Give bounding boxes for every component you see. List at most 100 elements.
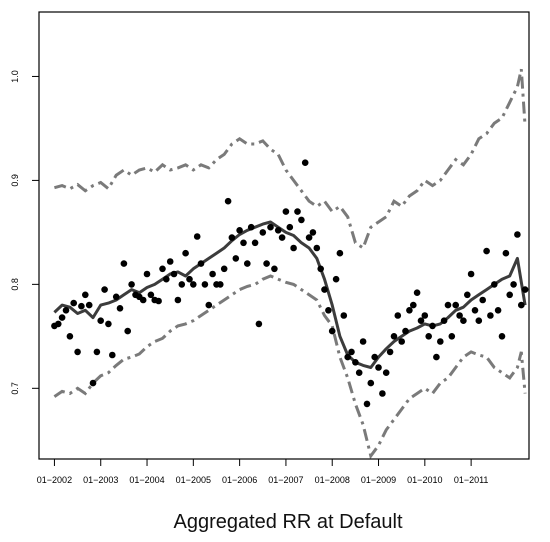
y-tick-label: 1.0 bbox=[10, 70, 20, 83]
data-point bbox=[182, 249, 189, 257]
data-point bbox=[294, 208, 301, 215]
data-point bbox=[402, 327, 409, 335]
data-point bbox=[301, 159, 309, 166]
x-tick-label: 01−2004 bbox=[129, 475, 164, 485]
data-point bbox=[367, 379, 375, 387]
data-point bbox=[514, 231, 521, 238]
data-point bbox=[467, 270, 475, 278]
data-point bbox=[201, 281, 209, 288]
data-point bbox=[116, 305, 124, 312]
data-point bbox=[460, 317, 467, 325]
data-point bbox=[371, 353, 379, 361]
data-point bbox=[232, 255, 240, 262]
data-point bbox=[120, 260, 128, 267]
data-point bbox=[174, 296, 182, 304]
x-tick-label: 01−2005 bbox=[176, 475, 211, 485]
data-point bbox=[313, 244, 321, 252]
data-point bbox=[205, 301, 213, 309]
data-point bbox=[410, 301, 417, 309]
data-points bbox=[51, 159, 529, 408]
y-tick-label: 0.7 bbox=[10, 382, 20, 395]
data-point bbox=[340, 312, 348, 319]
data-point bbox=[386, 348, 394, 356]
data-point bbox=[483, 247, 490, 255]
data-point bbox=[263, 260, 270, 267]
data-point bbox=[325, 307, 332, 314]
data-point bbox=[70, 299, 77, 307]
data-point bbox=[255, 320, 263, 328]
data-point bbox=[417, 317, 425, 325]
data-point bbox=[112, 293, 120, 301]
data-point bbox=[390, 333, 398, 340]
data-point bbox=[109, 351, 116, 359]
data-point bbox=[97, 317, 104, 325]
data-point bbox=[444, 301, 452, 309]
data-point bbox=[58, 314, 66, 321]
data-point bbox=[521, 286, 529, 293]
data-point bbox=[510, 281, 517, 288]
data-point bbox=[220, 265, 228, 273]
data-point bbox=[375, 364, 382, 371]
data-point bbox=[78, 302, 85, 310]
x-tick-label: 01−2010 bbox=[407, 475, 442, 485]
data-point bbox=[82, 291, 89, 299]
data-point bbox=[259, 229, 267, 236]
data-point bbox=[332, 275, 340, 283]
data-point bbox=[147, 291, 155, 299]
data-point bbox=[328, 327, 336, 335]
upper-band-line bbox=[54, 68, 527, 251]
data-point bbox=[128, 281, 135, 288]
x-tick-label: 01−2006 bbox=[222, 475, 257, 485]
data-point bbox=[429, 322, 436, 330]
data-point bbox=[440, 317, 448, 325]
data-point bbox=[502, 249, 510, 257]
data-point bbox=[290, 244, 297, 252]
lower-band-line bbox=[53, 274, 527, 460]
data-point bbox=[274, 227, 282, 234]
data-point bbox=[382, 369, 390, 377]
x-tick-label: 01−2011 bbox=[454, 475, 489, 485]
data-point bbox=[66, 333, 74, 340]
data-point bbox=[363, 400, 371, 408]
data-point bbox=[62, 307, 70, 314]
y-tick-label: 0.8 bbox=[10, 278, 20, 291]
data-point bbox=[464, 291, 471, 299]
data-point bbox=[379, 390, 386, 397]
data-point bbox=[498, 333, 506, 340]
data-point bbox=[448, 333, 456, 340]
data-point bbox=[193, 233, 201, 240]
data-point bbox=[352, 359, 359, 366]
x-tick-label: 01−2003 bbox=[83, 475, 118, 485]
fitted-line bbox=[53, 220, 527, 369]
data-point bbox=[190, 281, 197, 288]
data-point bbox=[101, 286, 108, 293]
data-point bbox=[359, 338, 367, 345]
data-point bbox=[197, 260, 205, 267]
data-point bbox=[278, 234, 286, 241]
data-point bbox=[491, 281, 498, 288]
data-point bbox=[240, 239, 247, 247]
data-point bbox=[406, 307, 413, 314]
data-point bbox=[421, 312, 429, 319]
data-point bbox=[139, 296, 147, 304]
fitted-line-group bbox=[53, 220, 527, 369]
data-point bbox=[159, 265, 166, 273]
data-point bbox=[456, 312, 463, 319]
data-point bbox=[487, 312, 494, 319]
data-point bbox=[251, 239, 259, 247]
data-point bbox=[452, 301, 460, 309]
data-point bbox=[209, 270, 216, 278]
data-point bbox=[247, 223, 255, 231]
data-point bbox=[348, 348, 355, 356]
x-tick-label: 01−2002 bbox=[37, 475, 72, 485]
data-point bbox=[105, 320, 112, 328]
x-tick-label: 01−2007 bbox=[268, 475, 303, 485]
data-point bbox=[394, 312, 402, 319]
data-point bbox=[437, 338, 444, 345]
data-point bbox=[236, 227, 243, 234]
data-point bbox=[170, 270, 178, 278]
data-point bbox=[271, 265, 278, 273]
data-point bbox=[475, 317, 483, 325]
data-point bbox=[217, 281, 224, 288]
